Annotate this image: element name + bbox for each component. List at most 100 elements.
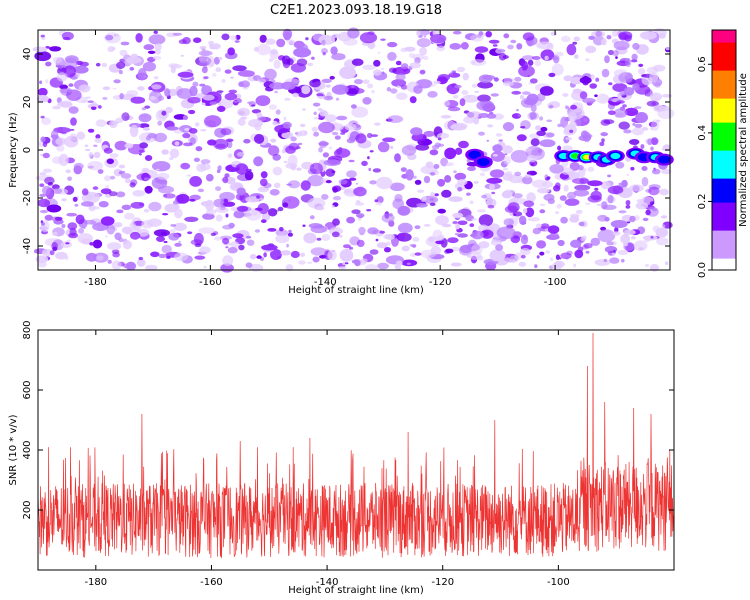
heatmap-cell	[161, 149, 169, 155]
heatmap-cell	[345, 88, 358, 96]
heatmap-cell	[535, 125, 542, 131]
heatmap-cell	[612, 83, 628, 92]
heatmap-cell	[194, 255, 206, 260]
heatmap-cell	[198, 50, 213, 56]
heatmap-cell	[348, 246, 354, 250]
heatmap-cell	[187, 96, 201, 104]
heatmap-cell	[616, 100, 625, 104]
heatmap-cell	[553, 185, 561, 192]
heatmap-cell	[351, 209, 361, 214]
heatmap-cell	[417, 29, 430, 36]
heatmap-cell	[85, 148, 91, 151]
heatmap-cell	[323, 159, 341, 167]
heatmap-cell	[124, 178, 131, 184]
heatmap-cell	[377, 51, 381, 54]
heatmap-cell	[478, 31, 484, 36]
heatmap-cell	[188, 109, 196, 115]
heatmap-cell	[452, 30, 462, 35]
colorbar-segment	[712, 54, 736, 59]
heatmap-cell	[409, 243, 417, 247]
heatmap-cell	[469, 223, 475, 228]
heatmap-cell	[107, 242, 122, 251]
colorbar-segment	[712, 194, 736, 199]
heatmap-cell	[498, 52, 507, 61]
heatmap-cell	[202, 94, 215, 101]
heatmap-cell	[144, 105, 151, 109]
heatmap-cell	[331, 123, 344, 131]
heatmap-cell	[471, 83, 478, 88]
colorbar-segment	[712, 46, 736, 51]
heatmap-cell	[228, 89, 237, 94]
heatmap-cell	[359, 32, 378, 44]
heatmap-cell	[522, 91, 531, 95]
heatmap-cell	[486, 177, 503, 184]
heatmap-cell	[514, 171, 522, 177]
heatmap-cell	[223, 201, 236, 207]
colorbar-segment	[712, 102, 736, 107]
heatmap-cell	[594, 94, 598, 97]
heatmap-cell	[516, 43, 523, 50]
heatmap-cell	[282, 121, 292, 129]
heatmap-cell	[138, 123, 150, 129]
heatmap-cell	[112, 87, 117, 90]
heatmap-cell	[640, 31, 657, 40]
heatmap-cell	[565, 137, 573, 140]
heatmap-cell	[295, 131, 302, 137]
heatmap-cell	[87, 128, 95, 133]
heatmap-cell	[72, 196, 78, 202]
heatmap-cell	[459, 244, 473, 254]
heatmap-cell	[661, 215, 668, 219]
heatmap-cell	[577, 246, 584, 253]
heatmap-cell	[67, 176, 72, 181]
heatmap-cell	[361, 160, 368, 167]
colorbar-segment	[712, 158, 736, 163]
heatmap-cell	[368, 167, 372, 172]
heatmap-cell	[205, 199, 215, 212]
heatmap-cell	[340, 132, 346, 135]
heatmap-cell	[331, 53, 346, 61]
heatmap-cell	[90, 106, 97, 111]
heatmap-cell	[141, 107, 147, 111]
heatmap-cell	[534, 59, 542, 67]
heatmap-cell	[180, 54, 184, 57]
heatmap-cell	[458, 140, 469, 149]
heatmap-cell	[454, 84, 462, 89]
heatmap-cell	[178, 240, 181, 243]
heatmap-cell	[152, 56, 162, 60]
heatmap-cell	[601, 68, 610, 78]
heatmap-cell	[94, 137, 102, 143]
heatmap-cell	[369, 150, 374, 153]
heatmap-cell	[45, 79, 49, 84]
heatmap-cell	[121, 204, 132, 210]
heatmap-cell	[123, 212, 135, 220]
heatmap-cell	[420, 165, 438, 175]
heatmap-cell	[199, 163, 211, 171]
heatmap-cell	[91, 102, 98, 107]
heatmap-cell	[78, 227, 85, 234]
heatmap-cell	[525, 207, 535, 218]
heatmap-cell	[629, 184, 644, 192]
heatmap-cell	[256, 112, 263, 118]
heatmap-cell	[286, 243, 289, 248]
colorbar-segment	[712, 110, 736, 115]
heatmap-cell	[536, 255, 540, 259]
heatmap-cell	[395, 264, 402, 271]
heatmap-cell	[647, 138, 653, 146]
heatmap-cell	[557, 145, 562, 151]
heatmap-cell	[644, 264, 650, 267]
heatmap-cell	[437, 74, 450, 81]
heatmap-cell	[519, 215, 527, 225]
heatmap-cell	[153, 30, 158, 34]
heatmap-cell	[125, 261, 136, 271]
heatmap-cell	[371, 90, 375, 94]
heatmap-cell	[89, 242, 94, 246]
heatmap-cell	[97, 169, 104, 174]
heatmap-cell	[198, 60, 209, 67]
heatmap-cell	[174, 141, 180, 146]
colorbar-segment	[712, 170, 736, 175]
heatmap-cell	[197, 188, 204, 193]
colorbar-segment	[712, 86, 736, 91]
heatmap-cell	[473, 180, 479, 184]
heatmap-cell	[192, 81, 199, 87]
heatmap-cell	[367, 41, 376, 50]
